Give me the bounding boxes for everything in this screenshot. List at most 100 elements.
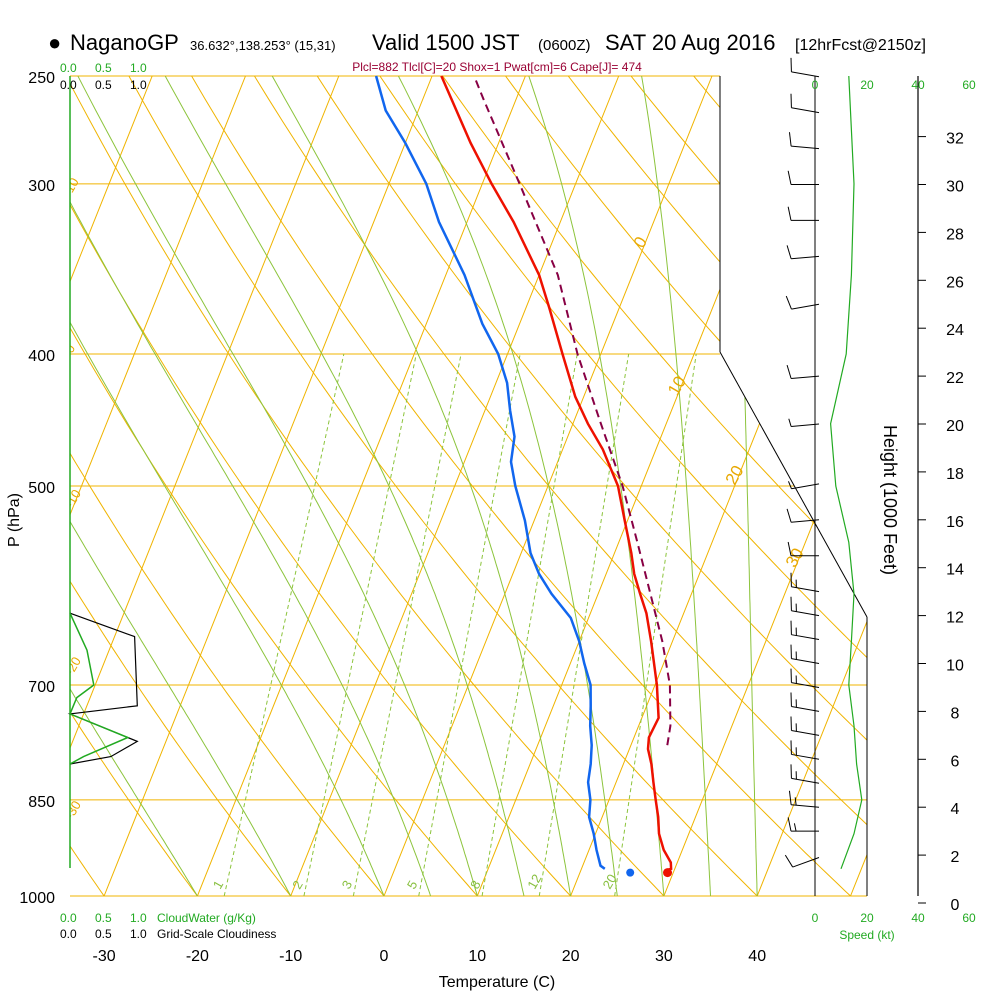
isotherm-label: 0 — [62, 342, 79, 356]
mixing-ratio-line — [223, 353, 345, 896]
dewpoint-line — [374, 75, 606, 870]
temperature-line — [440, 75, 673, 872]
wind-barb — [788, 418, 820, 427]
temperature-tick-40: 40 — [748, 948, 766, 965]
x-axis-title: Temperature (C) — [439, 974, 555, 991]
temperature-tick-0: 0 — [380, 948, 389, 965]
surface-temperature-dot — [663, 868, 673, 878]
wind-barb — [790, 764, 820, 784]
forecast-info: [12hrFcst@2150z] — [795, 37, 926, 54]
isotherm-line — [850, 76, 867, 896]
mixing-ratio-label: 20 — [599, 872, 619, 892]
dry-adiabat-line — [191, 76, 851, 896]
isotherm-line — [383, 76, 713, 896]
moist-adiabat-line — [641, 76, 711, 896]
wind-barb — [790, 93, 820, 114]
isotherm-line — [103, 76, 433, 896]
mixing-ratio-line — [538, 353, 630, 896]
cloudwater-scale-1-bottom: 1.0 — [130, 911, 147, 925]
wind-barb — [788, 790, 820, 808]
wind-barb — [790, 740, 820, 760]
stability-indices: Plcl=882 Tlcl[C]=20 Shox=1 Pwat[cm]=6 Ca… — [352, 60, 642, 74]
temperature-tick-30: 30 — [655, 948, 673, 965]
height-label-14: 14 — [946, 562, 964, 579]
pressure-tick-700: 700 — [28, 679, 55, 696]
cloudwater-scale-0-bottom: 0.0 — [60, 911, 77, 925]
cloudiness-legend: Grid-Scale Cloudiness — [157, 927, 276, 941]
dry-adiabat-line — [70, 76, 571, 896]
height-label-30: 30 — [946, 179, 964, 196]
wind-barb — [786, 508, 820, 523]
dry-adiabat-line — [70, 76, 478, 896]
wind-scale-60-top: 60 — [962, 78, 976, 92]
station-coords: 36.632°,138.253° (15,31) — [190, 38, 336, 53]
wind-scale-60-bottom: 60 — [962, 911, 976, 925]
dry-adiabat-line — [70, 76, 198, 896]
cloudiness-scale-1-top: 1.0 — [130, 78, 147, 92]
moist-adiabat-line — [77, 76, 478, 896]
wind-barb — [790, 692, 820, 712]
wind-barb — [788, 132, 820, 150]
height-label-10: 10 — [946, 658, 964, 675]
wind-barb — [790, 668, 820, 688]
height-label-8: 8 — [951, 705, 960, 722]
wind-barb — [790, 716, 820, 736]
wind-barb — [784, 854, 820, 868]
mixing-ratio-line — [418, 353, 521, 896]
dry-adiabat-line — [0, 76, 11, 896]
surface-dewpoint-dot — [626, 868, 635, 877]
dry-adiabat-line — [253, 76, 867, 896]
wind-barb — [790, 57, 820, 78]
cloudwater-scale-05-top: 0.5 — [95, 61, 112, 75]
height-label-6: 6 — [951, 753, 960, 770]
moist-adiabat-line — [70, 76, 385, 896]
height-axis-title: Height (1000 Feet) — [880, 425, 900, 575]
mixing-ratio-label: 1 — [210, 878, 227, 892]
wind-barb — [785, 295, 820, 310]
sounding-profiles — [374, 75, 673, 878]
cloudiness-scale-05-bottom: 0.5 — [95, 927, 112, 941]
moist-adiabat-line — [70, 76, 198, 896]
isotherm-label: 20 — [722, 462, 748, 488]
wind-barb — [790, 596, 820, 617]
height-label-20: 20 — [946, 418, 964, 435]
valid-date: SAT 20 Aug 2016 — [605, 30, 775, 55]
height-label-0: 0 — [951, 897, 960, 914]
cloudwater-scale-05-bottom: 0.5 — [95, 911, 112, 925]
isotherm-label: 30 — [782, 545, 808, 571]
wind-scale-20-bottom: 20 — [860, 911, 874, 925]
height-label-22: 22 — [946, 370, 964, 387]
moist-adiabat-line — [164, 76, 525, 896]
isotherm-line — [196, 76, 526, 896]
mixing-ratio-line — [352, 353, 462, 896]
valid-time: Valid 1500 JST — [372, 30, 520, 55]
height-label-28: 28 — [946, 226, 964, 243]
height-label-4: 4 — [951, 801, 960, 818]
cloudwater-legend: CloudWater (g/Kg) — [157, 911, 256, 925]
wind-barb — [790, 572, 820, 593]
dry-adiabat-line — [505, 76, 867, 896]
dry-adiabat-line — [316, 76, 867, 896]
isotherm-label: -10 — [62, 487, 84, 511]
mixing-ratio-line — [481, 353, 578, 896]
temperature-tick-10: 10 — [468, 948, 486, 965]
cloudiness-scale-0-bottom: 0.0 — [60, 927, 77, 941]
isotherm-line — [70, 76, 153, 896]
isotherm-label: -20 — [62, 654, 84, 678]
mixing-ratio-line — [303, 353, 417, 896]
pressure-tick-300: 300 — [28, 178, 55, 195]
wind-barb — [787, 817, 819, 832]
height-label-2: 2 — [951, 849, 960, 866]
wind-barb — [787, 170, 819, 185]
moist-adiabat-line — [271, 76, 572, 896]
pressure-tick-400: 400 — [28, 348, 55, 365]
moist-adiabat-line — [70, 76, 292, 896]
moist-adiabat-line — [70, 76, 432, 896]
valid-zulu: (0600Z) — [538, 37, 591, 54]
isotherm-label: 10 — [62, 175, 82, 195]
temperature-tick--20: -20 — [186, 948, 209, 965]
temperature-tick--10: -10 — [279, 948, 302, 965]
cloudiness-scale-05-top: 0.5 — [95, 78, 112, 92]
wind-barb — [790, 620, 820, 641]
